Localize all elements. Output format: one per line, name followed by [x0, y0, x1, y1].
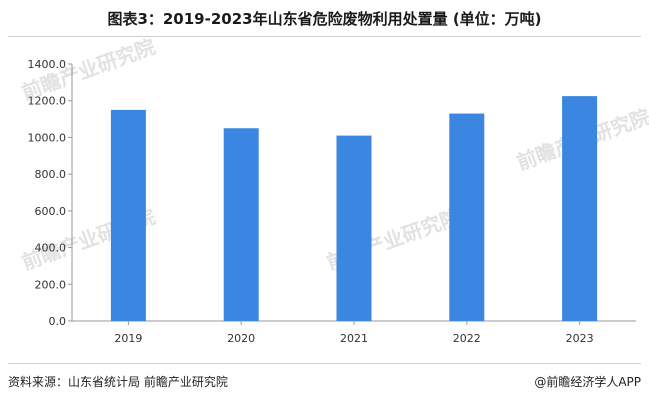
chart-bars: [110, 96, 598, 322]
x-tick-label: 2020: [227, 332, 255, 345]
bar-2020: [223, 128, 259, 321]
y-tick-label: 400.0: [35, 242, 67, 255]
x-tick-label: 2019: [114, 332, 142, 345]
y-tick-label: 200.0: [35, 278, 67, 291]
credit-note: @前瞻经济学人APP: [534, 375, 641, 389]
source-note: 资料来源：山东省统计局 前瞻产业研究院: [8, 375, 228, 389]
title-divider: [8, 36, 641, 37]
chart-title: 图表3：2019-2023年山东省危险废物利用处置量 (单位：万吨): [107, 10, 542, 28]
y-tick-labels: 0.0 200.0 400.0 600.0 800.0 1000.0 1200.0 1400.…: [28, 58, 72, 328]
bar-2021: [336, 135, 372, 321]
x-tick-labels: 2019 2020 2021 2022 2023: [114, 321, 594, 345]
footer-divider: [8, 363, 641, 364]
y-tick-label: 1000.0: [28, 131, 67, 144]
y-tick-label: 0.0: [49, 315, 67, 328]
x-tick-label: 2023: [566, 332, 594, 345]
x-tick-label: 2021: [340, 332, 368, 345]
y-tick-label: 800.0: [35, 168, 67, 181]
x-tick-label: 2022: [453, 332, 481, 345]
bar-2019: [110, 109, 146, 322]
bar-2022: [449, 113, 485, 321]
y-tick-label: 1200.0: [28, 95, 67, 108]
y-tick-label: 600.0: [35, 205, 67, 218]
bar-2023: [562, 96, 598, 321]
y-tick-label: 1400.0: [28, 58, 67, 71]
